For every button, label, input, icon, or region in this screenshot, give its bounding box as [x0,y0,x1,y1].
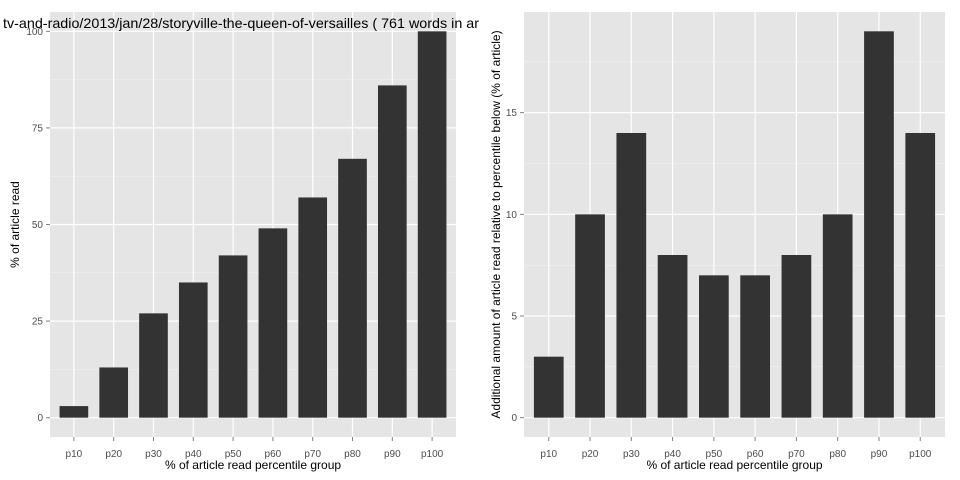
left-x-tick-label-p60: p60 [265,449,282,460]
right-y-ticks: 0 5 10 15 [506,108,524,424]
left-bar-p50 [218,255,248,418]
right-y-axis-title: Additional amount of article read relati… [489,30,503,418]
right-x-tick-label-p20: p20 [582,449,599,460]
left-x-tick-label-p40: p40 [185,449,202,460]
left-x-axis-title: % of article read percentile group [165,458,341,472]
right-bar-p100 [905,132,936,418]
left-bar-p80 [338,158,367,418]
right-y-tick-label: 5 [511,312,517,323]
left-x-tick-label-p20: p20 [105,449,122,460]
left-y-tick-label: 25 [32,317,44,328]
right-x-tick-label-p80: p80 [829,449,846,460]
left-x-tick-label-p80: p80 [344,449,361,460]
left-x-tick-label-p100: p100 [421,449,444,460]
left-bar-p10 [59,406,89,418]
right-y-tick-label: 15 [506,108,518,119]
right-bar-p30 [616,132,647,418]
right-chart-panel: 0 5 10 15 p10 p20 p30 p40 p50 p60 p70 p80 p90 p100 %… [489,12,945,472]
right-bar-p40 [657,255,688,418]
right-bars [533,31,936,418]
right-y-tick-label: 0 [511,413,517,424]
right-x-tick-label-p100: p100 [909,449,932,460]
left-y-tick-label: 0 [37,413,43,424]
left-x-tick-label-p50: p50 [225,449,242,460]
right-x-tick-label-p40: p40 [664,449,681,460]
right-bar-p70 [781,255,812,418]
right-x-tick-label-p70: p70 [788,449,805,460]
left-y-tick-label: 75 [32,123,44,134]
left-y-tick-label: 100 [26,27,43,38]
left-bars [59,31,447,418]
left-x-tick-label-p30: p30 [145,449,162,460]
right-bar-p80 [822,214,853,418]
left-bar-p40 [178,282,208,418]
right-x-axis-title: % of article read percentile group [646,458,822,472]
left-bar-p100 [417,31,447,418]
right-x-tick-label-p50: p50 [706,449,723,460]
right-x-tick-label-p60: p60 [747,449,764,460]
left-x-tick-label-p90: p90 [384,449,401,460]
left-x-tick-label-p10: p10 [66,449,83,460]
left-y-tick-label: 50 [32,220,44,231]
right-x-tick-label-p30: p30 [623,449,640,460]
right-y-tick-label: 10 [506,210,518,221]
chart-title: tv-and-radio/2013/jan/28/storyville-the-… [3,15,479,31]
left-bar-p30 [139,313,168,418]
right-bar-p50 [699,275,729,418]
right-x-ticks: p10 p20 p30 p40 p50 p60 p70 p80 p90 p100 [540,437,932,460]
left-bar-p20 [99,367,129,418]
left-y-axis-title: % of article read [8,181,22,268]
right-bar-p60 [740,275,770,418]
right-bar-p20 [575,214,605,418]
left-x-tick-label-p70: p70 [304,449,321,460]
left-bar-p90 [377,85,407,418]
left-bar-p60 [258,228,288,418]
right-x-tick-label-p10: p10 [540,449,557,460]
right-bar-p10 [533,356,564,418]
right-bar-p90 [864,31,894,418]
left-bar-p70 [298,197,328,418]
left-x-ticks: p10 p20 p30 p40 p50 p60 p70 p80 p90 p100 [66,437,444,460]
right-x-tick-label-p90: p90 [871,449,888,460]
left-y-ticks: 0 25 50 75 100 [26,27,50,424]
